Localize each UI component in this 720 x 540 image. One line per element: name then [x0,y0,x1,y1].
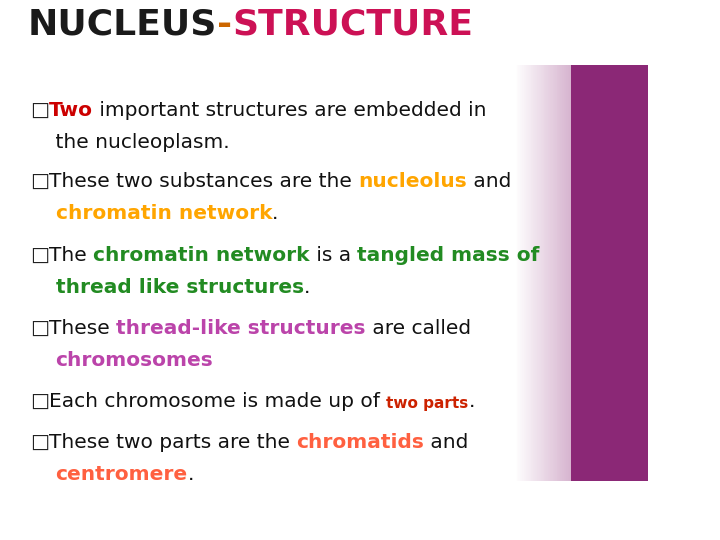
Bar [551,65,552,481]
Bar [522,65,523,481]
Text: two parts: two parts [386,396,469,411]
Text: Each chromosome is made up of: Each chromosome is made up of [49,392,386,411]
Bar [526,65,527,481]
Bar [531,65,532,481]
Bar [539,65,540,481]
Text: centromere: centromere [55,465,188,484]
Text: the nucleoplasm.: the nucleoplasm. [30,133,230,152]
Text: chromosomes: chromosomes [55,351,213,370]
Bar [525,65,526,481]
Text: .: . [304,278,310,297]
Bar [552,65,553,481]
Text: and: and [424,433,469,452]
Bar [519,65,521,481]
Text: .: . [272,204,279,223]
Bar [541,65,543,481]
Bar [562,65,563,481]
Bar [534,65,535,481]
Text: These two substances are the: These two substances are the [49,172,359,191]
Bar [569,65,570,481]
Bar [516,65,518,481]
Text: thread like structures: thread like structures [55,278,304,297]
Bar [546,65,547,481]
Bar [528,65,530,481]
Bar [566,65,567,481]
Text: tangled mass of: tangled mass of [357,246,539,265]
Text: are called: are called [366,319,471,338]
Bar [543,65,544,481]
Text: NUCLEUS: NUCLEUS [28,8,217,42]
Text: chromatin network: chromatin network [55,204,272,223]
Text: □: □ [30,101,49,120]
Bar [535,65,536,481]
Text: chromatin network: chromatin network [93,246,310,265]
Bar [538,65,539,481]
Text: The: The [49,246,93,265]
Text: nucleolus: nucleolus [359,172,467,191]
Text: thread-like structures: thread-like structures [116,319,366,338]
Bar [545,65,546,481]
Bar [570,65,648,481]
Text: STRUCTURE: STRUCTURE [233,8,474,42]
Bar [564,65,565,481]
Text: important structures are embedded in: important structures are embedded in [93,101,487,120]
Bar [570,65,572,481]
Bar [532,65,534,481]
Text: □: □ [30,392,49,411]
Bar [521,65,522,481]
Bar [561,65,562,481]
Text: □: □ [30,433,49,452]
Bar [565,65,566,481]
Bar [559,65,560,481]
Bar [537,65,538,481]
Bar [554,65,556,481]
Bar [563,65,564,481]
Text: □: □ [30,246,49,265]
Bar [536,65,537,481]
Bar [549,65,550,481]
Bar [553,65,554,481]
Bar [557,65,559,481]
Bar [548,65,549,481]
Bar [567,65,569,481]
Bar [540,65,541,481]
Text: These two parts are the: These two parts are the [49,433,297,452]
Text: □: □ [30,319,49,338]
Bar [547,65,548,481]
Text: chromatids: chromatids [297,433,424,452]
Bar [550,65,551,481]
Bar [527,65,528,481]
Bar [560,65,561,481]
Text: is a: is a [310,246,357,265]
Bar [523,65,524,481]
Bar [544,65,545,481]
Text: and: and [467,172,511,191]
Text: .: . [188,465,194,484]
Text: Two: Two [49,101,93,120]
Bar [556,65,557,481]
Text: .: . [469,392,475,411]
Text: -: - [217,8,233,42]
Text: These: These [49,319,116,338]
Bar [530,65,531,481]
Bar [518,65,519,481]
Bar [524,65,525,481]
Text: □: □ [30,172,49,191]
